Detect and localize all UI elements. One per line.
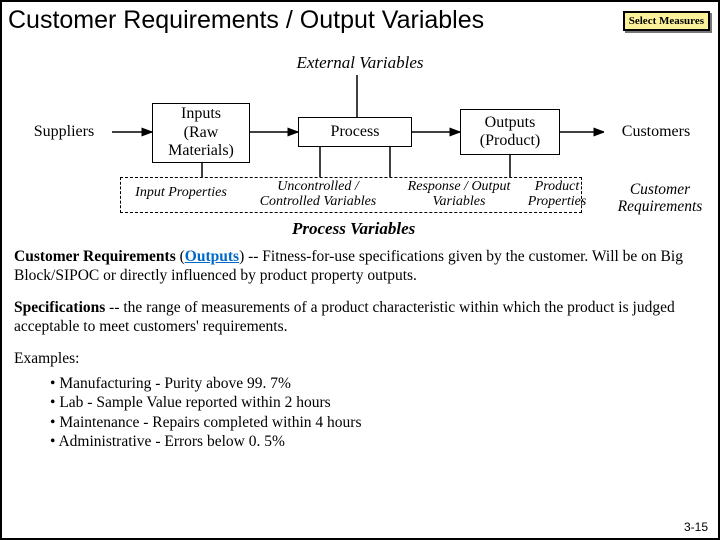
page-number: 3-15 <box>684 520 708 534</box>
sublabel-input_props: Input Properties <box>126 185 236 200</box>
node-outputs: Outputs(Product) <box>460 109 560 155</box>
customer-requirements-label: CustomerRequirements <box>606 181 714 215</box>
external-variables-label: External Variables <box>2 53 718 73</box>
example-item: Administrative - Errors below 0. 5% <box>50 432 706 451</box>
sublabel-product: ProductProperties <box>522 179 592 210</box>
node-process: Process <box>298 117 412 147</box>
page-title: Customer Requirements / Output Variables <box>8 6 484 35</box>
example-item: Lab - Sample Value reported within 2 hou… <box>50 393 706 412</box>
process-variables-heading: Process Variables <box>292 219 415 239</box>
select-measures-badge: Select Measures <box>623 11 710 31</box>
sipoc-diagram: External Variables Suppliers Inputs(RawMa… <box>2 37 718 247</box>
definitions-section: Customer Requirements (Outputs) -- Fitne… <box>2 247 718 451</box>
example-item: Manufacturing - Purity above 99. 7% <box>50 374 706 393</box>
def-term: Specifications <box>14 299 105 316</box>
example-item: Maintenance - Repairs completed within 4… <box>50 413 706 432</box>
node-inputs: Inputs(RawMaterials) <box>152 103 250 163</box>
node-suppliers: Suppliers <box>16 117 112 147</box>
def-term: Customer Requirements <box>14 248 176 265</box>
customer-requirements-definition: Customer Requirements (Outputs) -- Fitne… <box>14 247 706 286</box>
examples-heading: Examples: <box>14 349 706 368</box>
examples-list: Manufacturing - Purity above 99. 7%Lab -… <box>50 374 706 452</box>
def-text: -- the range of measurements of a produc… <box>14 299 675 335</box>
node-customers: Customers <box>604 117 708 147</box>
outputs-link-word: Outputs <box>185 248 239 265</box>
sublabel-response: Response / OutputVariables <box>394 179 524 210</box>
sublabel-uncontrolled: Uncontrolled /Controlled Variables <box>244 179 392 210</box>
specifications-definition: Specifications -- the range of measureme… <box>14 298 706 337</box>
